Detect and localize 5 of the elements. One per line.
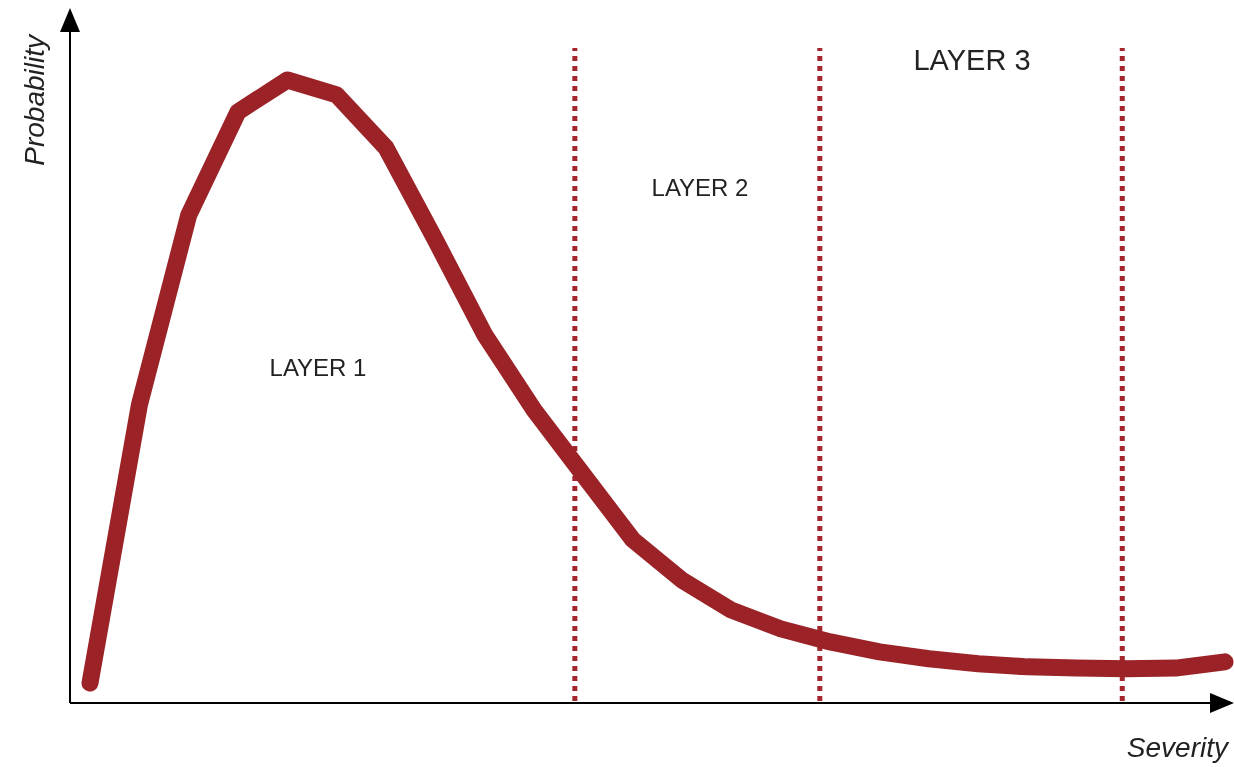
x-axis-title: Severity — [1126, 732, 1230, 763]
y-axis-title: Probability — [19, 33, 50, 166]
annotation: LAYER 2 — [651, 174, 749, 202]
text: LAYER 3 — [913, 43, 1031, 76]
annotation: LAYER 1 — [269, 354, 367, 382]
